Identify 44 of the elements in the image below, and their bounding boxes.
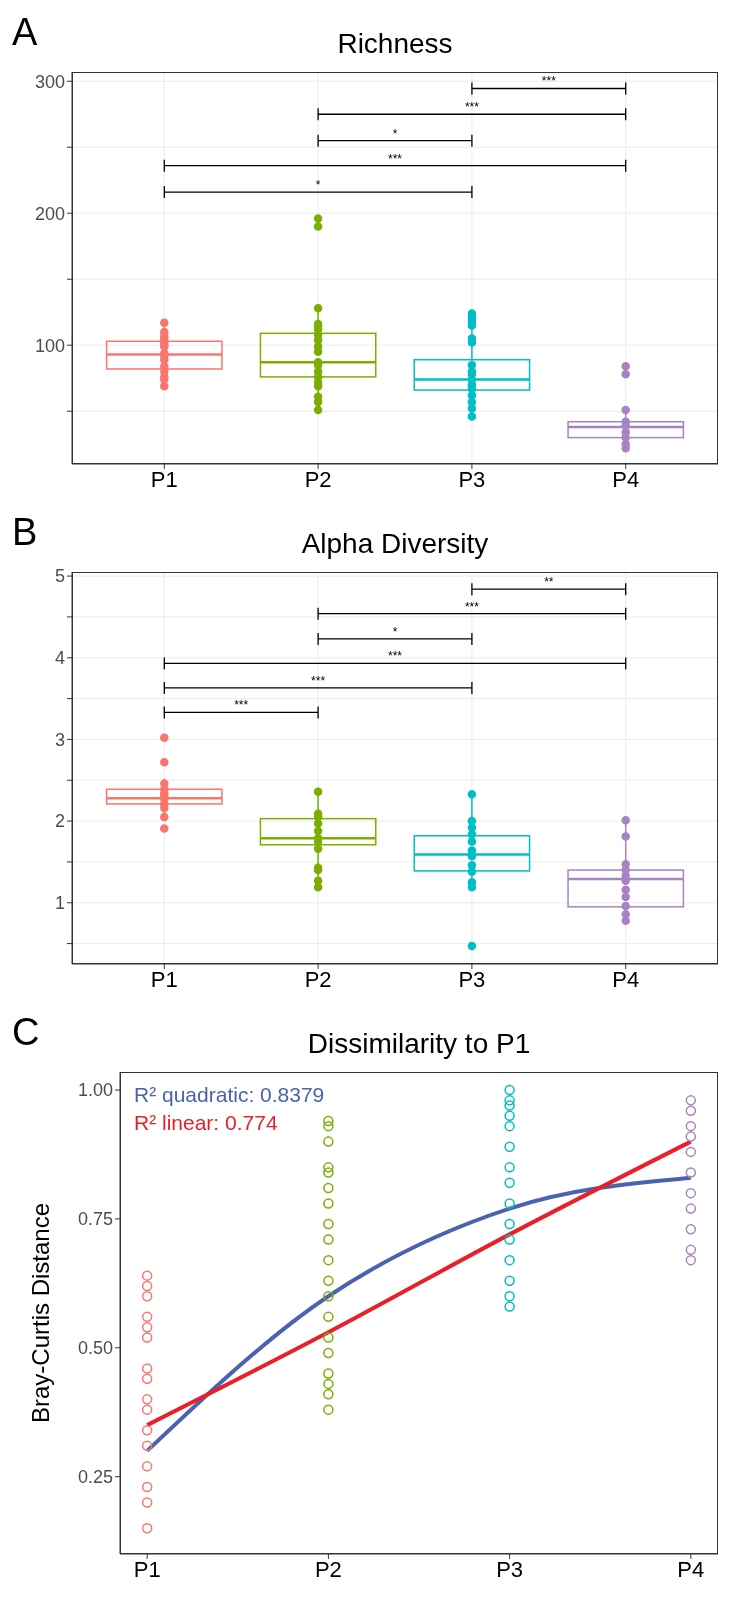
y-tick-label: 0.50 (77, 1338, 113, 1359)
text: C (12, 1010, 40, 1054)
annotation: * (392, 624, 398, 639)
annotation: *** (541, 74, 557, 89)
chart-title: Dissimilarity to P1 (306, 1027, 532, 1061)
annotation: *** (464, 599, 480, 614)
x-tick-label: P1 (150, 966, 178, 992)
y-tick-label: 200 (34, 203, 65, 224)
y-tick-label: 5 (54, 566, 65, 587)
text: R² quadratic: 0.8379 (134, 1082, 325, 1108)
x-tick-label: P1 (133, 1556, 161, 1582)
y-tick-label: 1 (54, 893, 65, 914)
y-tick-label: 0.75 (77, 1209, 113, 1230)
y-tick-label: 0.25 (77, 1467, 113, 1488)
x-tick-label: P2 (304, 966, 332, 992)
y-axis-title: Bray-Curtis Distance (26, 1202, 54, 1424)
y-tick-label: 2 (54, 811, 65, 832)
annotation: *** (234, 698, 249, 713)
x-tick-label: P4 (612, 466, 640, 492)
x-tick-label: P4 (612, 966, 640, 992)
x-tick-label: P4 (677, 1556, 705, 1582)
text: A (12, 10, 38, 54)
y-tick-label: 4 (54, 648, 65, 669)
annotation: * (392, 126, 398, 141)
chart-title: Alpha Diversity (300, 527, 490, 561)
annotation: ** (544, 575, 554, 590)
y-tick-label: 1.00 (77, 1080, 113, 1101)
text: B (12, 510, 38, 554)
y-tick-label: 3 (54, 729, 65, 750)
annotation: * (315, 178, 321, 193)
x-tick-label: P3 (496, 1556, 524, 1582)
x-tick-label: P3 (458, 966, 486, 992)
x-tick-label: P2 (314, 1556, 342, 1582)
annotation: *** (387, 151, 403, 166)
x-tick-label: P3 (458, 466, 486, 492)
y-tick-label: 300 (34, 71, 65, 92)
x-tick-label: P1 (150, 466, 178, 492)
chart-title: Richness (336, 27, 454, 61)
annotation: *** (311, 673, 326, 688)
text: R² linear: 0.774 (134, 1110, 278, 1136)
x-tick-label: P2 (304, 466, 332, 492)
annotation: *** (464, 100, 480, 115)
annotation: *** (387, 649, 403, 664)
y-tick-label: 100 (34, 335, 65, 356)
